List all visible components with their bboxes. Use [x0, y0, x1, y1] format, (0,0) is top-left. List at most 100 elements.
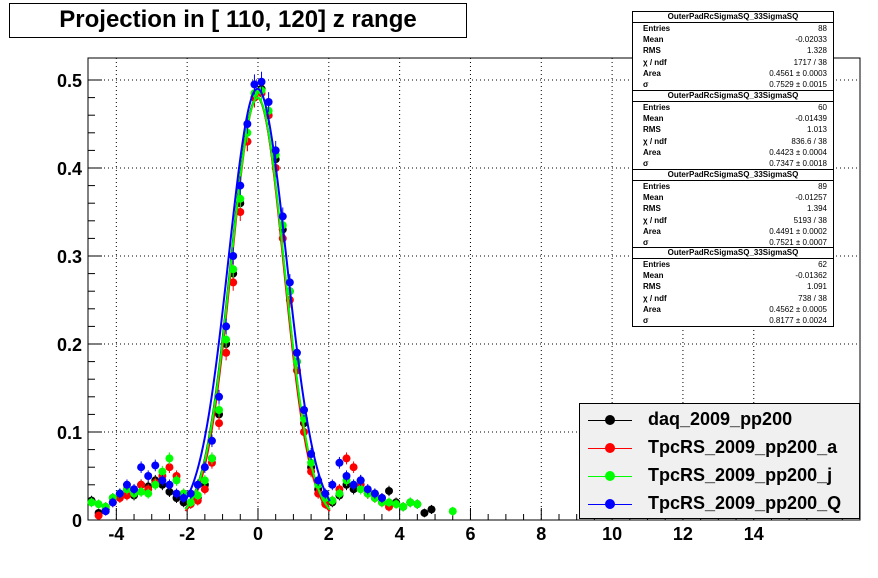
data-point-1-15	[200, 485, 209, 494]
data-point-2-10	[158, 467, 167, 476]
data-point-1-19	[229, 278, 238, 287]
stats-row: Entries 88	[633, 23, 833, 34]
stats-row: Area 0.4561 ± 0.0003	[633, 68, 833, 79]
data-point-2-35	[335, 489, 344, 498]
data-point-2-8	[144, 489, 153, 498]
stats-key: Mean	[643, 114, 664, 124]
stats-value: 1.013	[806, 125, 827, 135]
stats-key: χ / ndf	[643, 215, 667, 225]
data-point-2-11	[165, 454, 174, 463]
stats-row: Entries 62	[633, 259, 833, 270]
stats-row: RMS 1.328	[633, 45, 833, 56]
stats-value: 1717 / 38	[793, 57, 827, 67]
data-point-3-38	[370, 489, 379, 498]
stats-row: Entries 60	[633, 102, 833, 113]
legend-item-tpcrs-q: TpcRS_2009_pp200_Q	[580, 490, 859, 518]
data-point-2-31	[307, 458, 316, 467]
stats-box: OuterPadRcSigmaSQ_33SigmaSQ Entries 89 Mean…	[632, 169, 834, 250]
stats-row: RMS 1.091	[633, 281, 833, 292]
data-point-3-16	[215, 392, 224, 401]
data-point-3-29	[307, 450, 316, 458]
chart-title-box: Projection in [ 110, 120] z range	[9, 3, 467, 38]
stats-value: 5193 / 38	[793, 215, 827, 225]
data-point-3-24	[271, 146, 280, 155]
data-point-1-20	[236, 208, 245, 216]
x-tick-label: -4	[108, 524, 124, 544]
stats-row: Entries 89	[633, 181, 833, 192]
stats-key: Entries	[643, 260, 671, 269]
x-tick-label: 10	[602, 524, 622, 544]
data-point-3-11	[179, 494, 188, 502]
data-point-3-17	[222, 322, 231, 331]
data-point-3-2	[115, 489, 124, 498]
data-point-3-20	[243, 120, 252, 128]
y-tick-label: 0	[72, 511, 82, 531]
data-point-2-16	[200, 476, 209, 485]
stats-key: RMS	[643, 125, 661, 135]
stats-value: 0.7529 ± 0.0015	[769, 79, 827, 89]
y-tick-label: 0.2	[57, 335, 82, 355]
plot-frame	[87, 57, 861, 521]
data-point-1-36	[349, 463, 358, 472]
data-point-3-32	[328, 480, 337, 489]
data-point-0-48	[427, 505, 436, 514]
legend-marker-icon	[605, 471, 615, 481]
data-point-0-11	[165, 487, 174, 496]
stats-key: σ	[643, 79, 649, 89]
stats-key: Entries	[643, 182, 671, 191]
data-point-3-12	[186, 489, 195, 498]
stats-row: Mean -0.01439	[633, 113, 833, 124]
data-point-3-19	[236, 181, 245, 190]
stats-key: σ	[643, 315, 649, 325]
data-point-3-28	[300, 406, 309, 414]
stats-row: σ 0.7529 ± 0.0015	[633, 79, 833, 90]
stats-row: Area 0.4562 ± 0.0005	[633, 304, 833, 315]
data-point-3-34	[342, 472, 351, 480]
data-point-2-7	[137, 487, 146, 496]
stats-value: 0.4562 ± 0.0005	[769, 304, 827, 314]
data-point-2-14	[186, 498, 195, 507]
x-tick-label: 12	[673, 524, 693, 544]
chart-title: Projection in [ 110, 120] z range	[59, 6, 417, 33]
stats-value: 0.4561 ± 0.0003	[769, 68, 827, 78]
data-point-2-18	[215, 406, 224, 414]
data-point-0-42	[385, 486, 394, 495]
data-point-3-31	[321, 489, 330, 498]
stats-row: Mean -0.02033	[633, 34, 833, 45]
data-point-2-9	[151, 480, 160, 489]
series-group	[87, 71, 457, 520]
data-point-3-18	[229, 252, 238, 260]
legend-label: TpcRS_2009_pp200_a	[648, 437, 838, 457]
data-point-2-47	[448, 507, 457, 516]
stats-value: 738 / 38	[798, 293, 827, 303]
legend-marker-icon	[605, 499, 615, 509]
data-point-3-1	[108, 498, 117, 507]
stats-box: OuterPadRcSigmaSQ_33SigmaSQ Entries 62 Mean…	[632, 247, 834, 328]
legend-item-tpcrs-a: TpcRS_2009_pp200_a	[580, 434, 859, 462]
stats-value: 836.6 / 38	[791, 136, 827, 146]
stats-row: σ 0.8177 ± 0.0024	[633, 315, 833, 326]
stats-value: -0.01257	[795, 193, 827, 203]
data-point-3-35	[349, 480, 358, 489]
data-point-1-0	[94, 511, 103, 520]
data-point-2-45	[406, 498, 415, 507]
data-point-3-27	[292, 348, 301, 357]
stats-key: χ / ndf	[643, 293, 667, 303]
data-point-3-5	[137, 463, 146, 472]
data-point-2-21	[236, 194, 245, 203]
stats-key: RMS	[643, 46, 661, 56]
stats-value: 0.7347 ± 0.0018	[769, 158, 827, 168]
stats-key: Area	[643, 147, 661, 157]
data-point-2-44	[399, 502, 408, 511]
stats-value: 1.394	[806, 204, 827, 214]
data-point-2-12	[172, 476, 181, 485]
data-point-2-17	[207, 454, 216, 463]
y-tick-label: 0.5	[57, 71, 82, 91]
data-point-1-4	[122, 491, 131, 500]
x-tick-label: -2	[179, 524, 195, 544]
data-point-3-9	[165, 480, 174, 489]
stats-key: Entries	[643, 24, 671, 33]
stats-box: OuterPadRcSigmaSQ_33SigmaSQ Entries 88 Mean…	[632, 11, 834, 92]
stats-header: OuterPadRcSigmaSQ_33SigmaSQ	[633, 248, 833, 259]
data-point-2-42	[385, 498, 394, 507]
